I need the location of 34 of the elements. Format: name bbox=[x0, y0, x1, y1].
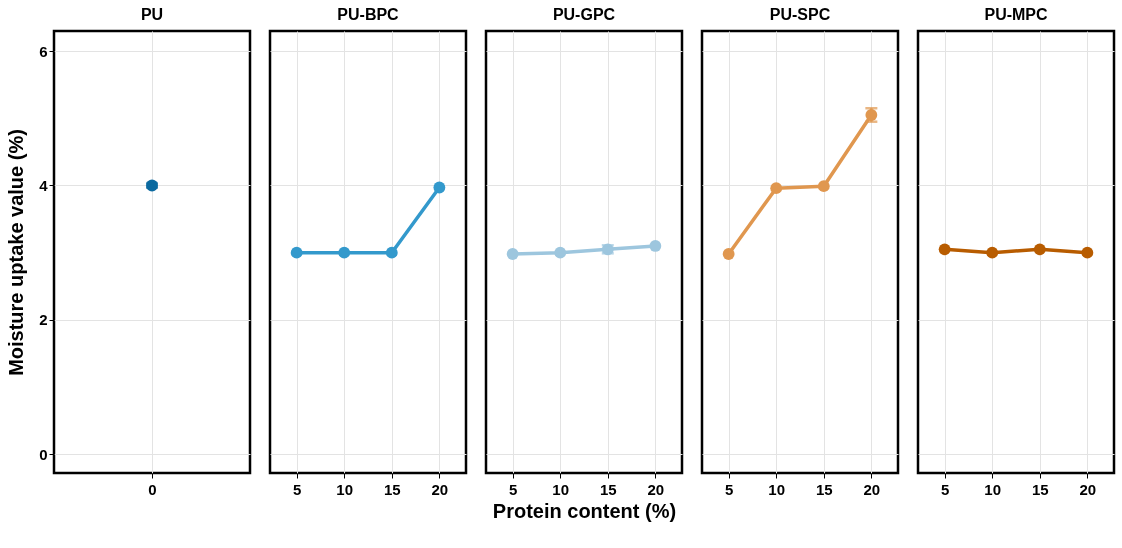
x-tick-label: 20 bbox=[1079, 480, 1097, 498]
chart-title: PU bbox=[140, 6, 164, 23]
chart-title: PU-MPC bbox=[984, 6, 1048, 23]
y-tick-label: 6 bbox=[39, 42, 48, 60]
x-tick-label: 20 bbox=[431, 480, 449, 498]
y-axis-title: Moisture uptake value (%) bbox=[5, 129, 28, 376]
x-tick-label: 5 bbox=[724, 480, 734, 498]
point bbox=[506, 248, 519, 260]
x-axis-title: Protein content (%) bbox=[492, 499, 677, 522]
point bbox=[817, 180, 830, 193]
x-tick-label: 5 bbox=[940, 480, 950, 498]
y-tick-label: 4 bbox=[39, 177, 49, 194]
x-tick-label: 10 bbox=[336, 480, 354, 498]
y-tick-label: 2 bbox=[39, 311, 48, 329]
x-tick-label: 15 bbox=[599, 480, 617, 498]
point bbox=[649, 240, 662, 252]
x-tick-label: 20 bbox=[647, 480, 665, 498]
y-tick-label: 0 bbox=[39, 445, 48, 463]
x-tick-label: 20 bbox=[863, 480, 881, 498]
x-tick-label: 0 bbox=[148, 480, 157, 498]
x-tick-label: 15 bbox=[1031, 480, 1049, 498]
chart-title: PU-BPC bbox=[337, 6, 400, 23]
chart-title: PU-SPC bbox=[769, 6, 831, 23]
x-tick-label: 15 bbox=[383, 480, 401, 498]
x-tick-label: 5 bbox=[508, 480, 518, 498]
x-tick-label: 10 bbox=[552, 480, 570, 498]
chart-title: PU-GPC bbox=[552, 6, 616, 23]
x-tick-label: 10 bbox=[984, 480, 1002, 498]
point bbox=[770, 182, 783, 195]
x-tick-label: 15 bbox=[815, 480, 833, 498]
point bbox=[554, 246, 567, 259]
x-tick-label: 10 bbox=[768, 480, 786, 498]
x-tick-label: 5 bbox=[292, 480, 302, 498]
point bbox=[722, 248, 735, 260]
